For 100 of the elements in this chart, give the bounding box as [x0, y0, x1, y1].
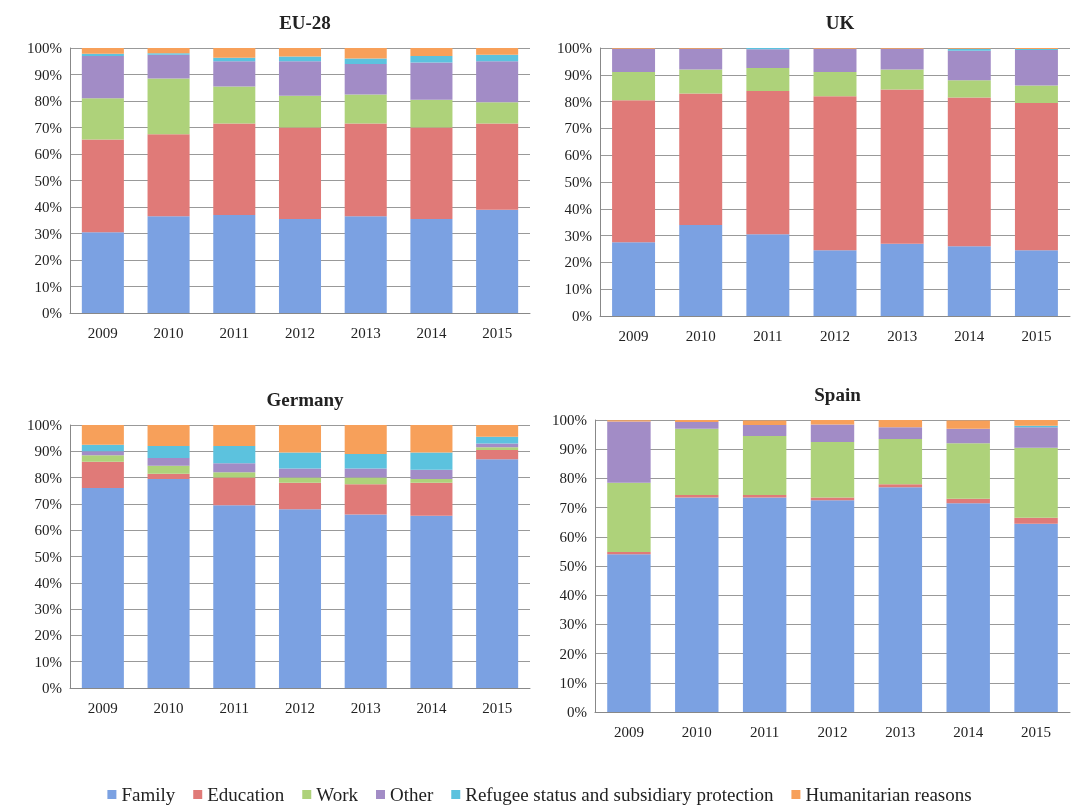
bar	[746, 234, 790, 316]
bar	[344, 477, 387, 485]
x-tick-label: 2012	[817, 723, 848, 740]
bar	[612, 72, 656, 101]
bar	[612, 48, 656, 73]
bar	[746, 49, 790, 69]
x-tick-label: 2012	[285, 324, 315, 341]
bar	[607, 482, 651, 552]
bar	[147, 78, 190, 135]
bar	[742, 497, 787, 712]
legend-label: Family	[121, 784, 176, 805]
bar	[813, 72, 857, 97]
y-tick-label: 80%	[34, 93, 62, 109]
y-tick-label: 20%	[559, 645, 587, 662]
bar	[344, 58, 387, 64]
y-tick-label: 100%	[552, 412, 587, 428]
bar	[607, 554, 651, 712]
bar	[213, 463, 256, 473]
y-tick-label: 70%	[34, 495, 62, 512]
bar	[675, 428, 719, 496]
bar	[81, 98, 124, 140]
bar	[278, 509, 322, 688]
bar	[213, 446, 256, 464]
bar	[742, 420, 787, 425]
bar	[476, 48, 519, 55]
y-tick-label: 60%	[559, 528, 587, 545]
bar	[947, 80, 991, 98]
bar	[746, 90, 790, 235]
bar	[878, 427, 923, 439]
bar	[878, 420, 923, 428]
bar	[344, 468, 387, 478]
bar	[878, 438, 923, 485]
y-tick-label: 70%	[559, 499, 587, 516]
bar	[880, 243, 924, 316]
bar	[147, 465, 190, 474]
y-tick-label: 90%	[34, 66, 62, 83]
bar	[947, 246, 991, 316]
bar	[946, 428, 990, 444]
bar	[278, 477, 322, 483]
bar	[675, 497, 719, 712]
bar	[679, 224, 723, 316]
bar	[213, 61, 256, 87]
x-tick-label: 2014	[416, 699, 447, 716]
bar	[679, 69, 723, 94]
y-tick-label: 100%	[27, 417, 62, 433]
bar	[344, 216, 387, 313]
bar	[476, 449, 519, 460]
bar	[476, 54, 519, 62]
y-tick-label: 90%	[559, 441, 587, 458]
bar	[147, 54, 190, 79]
bar	[1014, 523, 1058, 712]
y-tick-label: 10%	[34, 278, 62, 295]
x-tick-label: 2010	[685, 327, 716, 344]
bar	[1014, 49, 1058, 86]
x-tick-label: 2015	[482, 324, 513, 341]
bar	[679, 48, 723, 70]
x-tick-label: 2015	[482, 699, 513, 716]
bar	[813, 250, 857, 316]
bar	[410, 218, 453, 313]
y-tick-label: 100%	[557, 40, 592, 56]
bar	[344, 425, 387, 454]
bar	[344, 94, 387, 124]
y-tick-label: 40%	[564, 200, 592, 217]
bar	[612, 242, 656, 316]
bar	[278, 127, 322, 219]
bar	[476, 447, 519, 450]
x-tick-label: 2015	[1021, 327, 1052, 344]
bar	[278, 61, 322, 96]
chart-title: Germany	[266, 389, 345, 410]
x-tick-label: 2010	[681, 723, 712, 740]
bar	[213, 214, 256, 313]
bar	[1014, 420, 1058, 426]
bar	[946, 443, 990, 499]
bar	[675, 422, 719, 429]
bar	[607, 421, 651, 483]
bar	[344, 484, 387, 515]
y-tick-label: 60%	[34, 522, 62, 539]
bar	[213, 477, 256, 506]
bar	[278, 482, 322, 510]
bar	[410, 48, 453, 56]
bar	[344, 123, 387, 217]
bar	[476, 443, 519, 448]
bar	[213, 425, 256, 447]
bar	[278, 95, 322, 128]
y-tick-label: 40%	[559, 587, 587, 604]
y-tick-label: 60%	[564, 147, 592, 164]
bar	[81, 48, 124, 54]
y-tick-label: 50%	[559, 558, 587, 574]
bar	[810, 424, 855, 442]
chart-title: Spain	[814, 384, 862, 405]
bar	[278, 48, 322, 57]
bar	[410, 425, 453, 453]
x-tick-label: 2012	[820, 327, 850, 344]
x-tick-label: 2009	[618, 327, 649, 344]
bar	[746, 68, 790, 91]
y-tick-label: 50%	[34, 548, 62, 565]
y-tick-label: 40%	[34, 199, 62, 215]
bar	[278, 452, 322, 469]
bar	[1014, 85, 1058, 103]
bar	[278, 468, 322, 478]
